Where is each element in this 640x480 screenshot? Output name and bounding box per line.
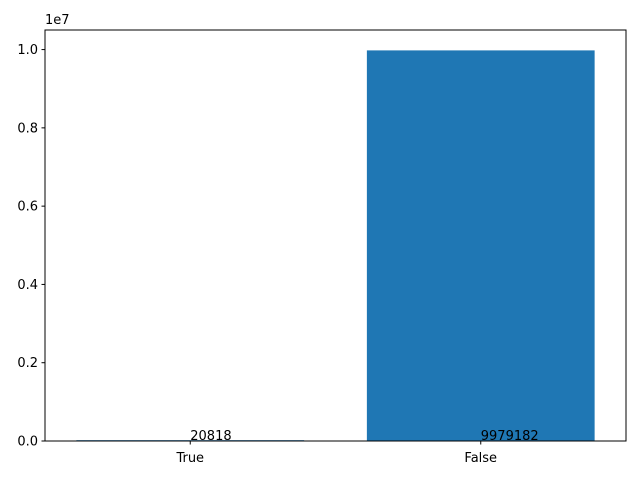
bar-value-label: 20818 [190, 429, 231, 444]
plot-area [76, 50, 595, 442]
axes-frame [44, 29, 627, 442]
x-axis: True False [175, 441, 497, 466]
y-tick-label: 0.6 [17, 200, 38, 215]
x-tick-label: False [464, 451, 497, 466]
data-labels: 20818 9979182 [190, 429, 538, 444]
y-axis-offset-label: 1e7 [45, 13, 70, 28]
y-tick-label: 0.0 [17, 435, 38, 450]
bar-value-label: 9979182 [481, 429, 539, 444]
y-tick-label: 0.8 [17, 121, 38, 136]
y-tick-label: 0.2 [17, 356, 38, 371]
y-axis: 0.0 0.2 0.4 0.6 0.8 1.0 [17, 43, 45, 450]
x-tick-label: True [175, 451, 204, 466]
y-tick-label: 0.4 [17, 278, 38, 293]
y-tick-label: 1.0 [17, 43, 38, 58]
bar-false [366, 50, 595, 442]
